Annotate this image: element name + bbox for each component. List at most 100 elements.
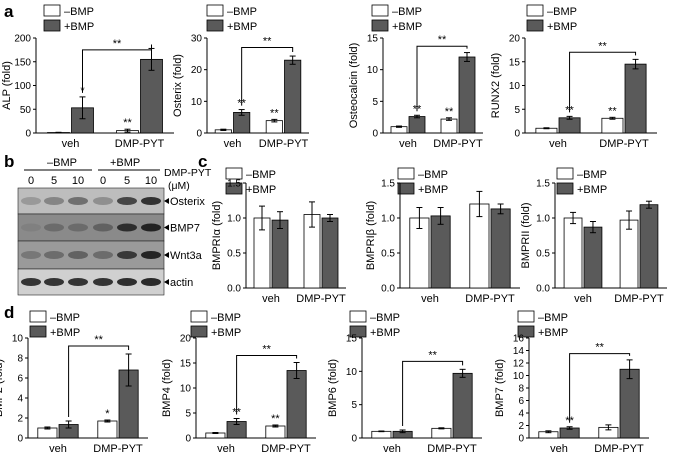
y-axis-label: Osteocalcin (fold) — [348, 43, 360, 129]
x-tick-label: veh — [224, 138, 242, 150]
bar-bmp6-veh-minus — [371, 430, 392, 439]
legend-label-plus: +BMP — [392, 21, 422, 33]
chart-bmprii: –BMP +BMP 0.0 0.5 1.0 1.5 BMPRII (fold) veh DMP-… — [520, 167, 667, 305]
chart-legend: –BMP +BMP — [29, 310, 80, 339]
blot-band — [44, 278, 64, 286]
significance-star: * — [105, 408, 110, 420]
blot-band — [68, 197, 88, 205]
bar-runx2-veh-plus — [558, 117, 581, 134]
y-tick-label: 5 — [185, 409, 191, 420]
blot-band — [68, 278, 88, 286]
blot-band — [141, 278, 161, 286]
bar-bmprii-dmp-pyt-plus — [639, 204, 659, 289]
legend-swatch-plus — [225, 182, 243, 195]
y-tick-label: 15 — [367, 34, 379, 45]
legend-swatch-minus — [43, 4, 61, 17]
blot-row-wnt3a — [17, 240, 165, 270]
bar-osteocalcin-veh-plus — [408, 116, 426, 134]
legend-label-minus: –BMP — [64, 6, 94, 18]
y-axis-label: BMP4 (fold) — [161, 359, 173, 417]
significance-bracket-label: ** — [262, 344, 271, 356]
blot-band — [44, 251, 64, 259]
significance-bracket — [569, 353, 631, 423]
significance-bracket — [569, 51, 637, 113]
blot-dose-label: 10 — [145, 175, 157, 187]
blot-band — [117, 251, 137, 259]
chart-legend: –BMP +BMP — [190, 310, 241, 339]
legend-label-minus: –BMP — [577, 169, 607, 181]
y-axis-label: BMPRIα (fold) — [211, 201, 223, 270]
panel-label-b: b — [4, 152, 14, 171]
y-tick-label: 200 — [14, 34, 31, 45]
blot-band — [117, 223, 137, 232]
y-tick-label: 0 — [514, 129, 520, 140]
x-tick-label: veh — [549, 138, 567, 150]
bar-bmp2-dmp-pyt-minus — [97, 420, 118, 439]
chart-alp: –BMP +BMP 0 50 100 150 200 ALP (fold) veh DMP-PYT… — [1, 4, 174, 150]
blot-dose-label: 0 — [100, 175, 106, 187]
y-tick-label: 10 — [346, 367, 358, 378]
blot-band — [93, 223, 113, 232]
y-tick-label: 0.0 — [536, 284, 550, 295]
y-tick-label: 16 — [513, 334, 525, 345]
blot-band — [117, 278, 137, 286]
y-axis-label: RUNX2 (fold) — [490, 53, 502, 118]
legend-label-minus: –BMP — [418, 169, 448, 181]
y-tick-label: 2 — [518, 421, 524, 432]
legend-swatch-plus — [43, 19, 61, 32]
blot-band — [21, 278, 41, 286]
panel-label-c: c — [198, 152, 207, 171]
legend-label-plus: +BMP — [50, 327, 80, 339]
band-arrow-icon — [164, 198, 169, 204]
x-tick-label: veh — [383, 443, 401, 454]
legend-swatch-minus — [225, 167, 243, 180]
y-tick-label: 4 — [17, 394, 23, 405]
y-tick-label: 1.5 — [227, 179, 241, 190]
bar-bmp7-dmp-pyt-plus — [619, 368, 640, 439]
x-tick-label: DMP-PYT — [599, 138, 649, 150]
chart-bmp6: –BMP +BMP 0 5 10 15 BMP6 (fold) veh DMP-PYT ** — [327, 310, 482, 454]
blot-band — [93, 251, 113, 259]
y-tick-label: 10 — [191, 97, 203, 108]
legend-swatch-minus — [371, 4, 389, 17]
bar-bmprii-veh-minus — [563, 217, 583, 289]
chart-bmprib: –BMP +BMP 0.0 0.5 1.0 1.5 BMPRIβ (fold) veh DMP-… — [365, 167, 520, 305]
y-tick-label: 10 — [180, 384, 192, 395]
blot-band-label: BMP7 — [170, 223, 200, 235]
y-tick-label: 15 — [180, 359, 192, 370]
band-arrow-icon — [164, 224, 169, 231]
y-tick-label: 100 — [14, 81, 31, 92]
x-tick-label: veh — [217, 443, 235, 454]
y-tick-label: 0.0 — [381, 284, 395, 295]
legend-swatch-plus — [556, 182, 574, 195]
chart-bmp4: –BMP +BMP 0 5 10 15 20 BMP4 (fold) veh DMP-PYT ** *… — [161, 310, 316, 454]
chart-legend: –BMP +BMP — [371, 4, 422, 33]
legend-label-minus: –BMP — [246, 169, 276, 181]
y-tick-label: 0 — [351, 434, 357, 445]
y-axis-label: BMPRIβ (fold) — [365, 201, 377, 270]
legend-label-plus: +BMP — [64, 21, 94, 33]
y-tick-label: 20 — [180, 334, 192, 345]
y-tick-label: 0 — [518, 434, 524, 445]
bar-osteocalcin-dmp-pyt-minus — [440, 118, 458, 134]
blot-band — [68, 251, 88, 259]
y-tick-label: 10 — [12, 334, 24, 345]
blot-treatment-label: DMP-PYT — [164, 167, 212, 179]
bar-bmp4-dmp-pyt-plus — [286, 370, 307, 439]
y-tick-label: 8 — [518, 384, 524, 395]
bar-bmprib-dmp-pyt-plus — [490, 208, 511, 289]
legend-swatch-plus — [349, 325, 367, 338]
legend-swatch-plus — [190, 325, 208, 338]
bar-bmpria-veh-plus — [271, 219, 289, 289]
bar-runx2-dmp-pyt-minus — [601, 117, 624, 134]
blot-row-osterix — [17, 187, 165, 215]
bar-bmp4-dmp-pyt-minus — [265, 425, 286, 439]
legend-label-minus: –BMP — [370, 312, 400, 324]
legend-swatch-minus — [190, 310, 208, 323]
blot-unit-label: (μM) — [168, 180, 190, 192]
x-tick-label: veh — [262, 293, 280, 305]
band-arrow-icon — [164, 252, 169, 258]
chart-bmpria: –BMP +BMP 0.0 0.5 1.0 1.5 BMPRIα (fold) veh DMP-… — [211, 167, 346, 305]
legend-label-plus: +BMP — [370, 327, 400, 339]
